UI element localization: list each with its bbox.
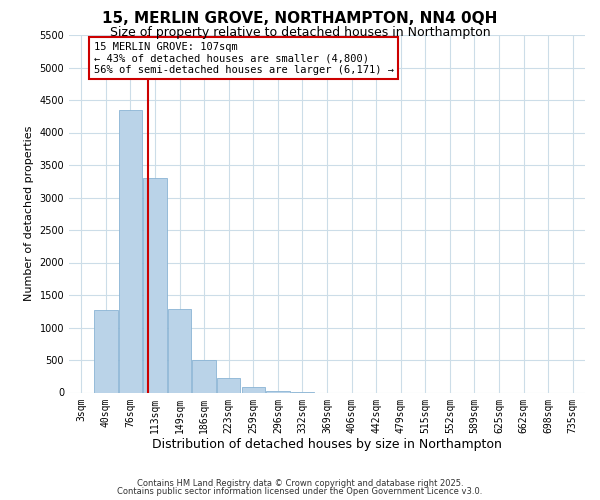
Text: Contains public sector information licensed under the Open Government Licence v3: Contains public sector information licen… xyxy=(118,487,482,496)
Bar xyxy=(168,310,191,392)
Text: Size of property relative to detached houses in Northampton: Size of property relative to detached ho… xyxy=(110,26,490,39)
Bar xyxy=(266,390,290,392)
Bar xyxy=(119,110,142,393)
Bar xyxy=(94,310,118,392)
Bar xyxy=(143,178,167,392)
X-axis label: Distribution of detached houses by size in Northampton: Distribution of detached houses by size … xyxy=(152,438,502,451)
Y-axis label: Number of detached properties: Number of detached properties xyxy=(24,126,34,302)
Bar xyxy=(217,378,241,392)
Bar xyxy=(242,388,265,392)
Text: 15, MERLIN GROVE, NORTHAMPTON, NN4 0QH: 15, MERLIN GROVE, NORTHAMPTON, NN4 0QH xyxy=(103,11,497,26)
Bar xyxy=(193,360,216,392)
Text: Contains HM Land Registry data © Crown copyright and database right 2025.: Contains HM Land Registry data © Crown c… xyxy=(137,478,463,488)
Text: 15 MERLIN GROVE: 107sqm
← 43% of detached houses are smaller (4,800)
56% of semi: 15 MERLIN GROVE: 107sqm ← 43% of detache… xyxy=(94,42,394,74)
